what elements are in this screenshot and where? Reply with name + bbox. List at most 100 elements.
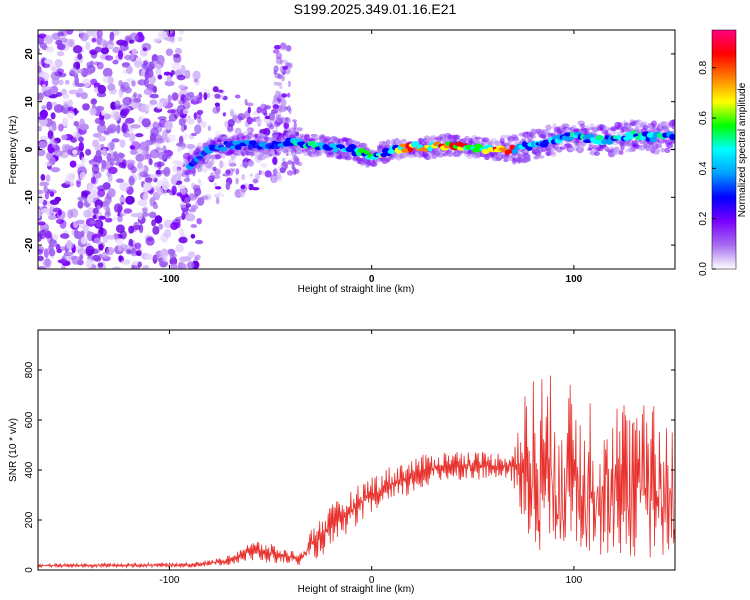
spectrogram-noise-blob [279,167,286,174]
spectrogram-noise-blob [48,248,56,257]
snr-y-tick-label: 400 [24,461,35,478]
spectrogram-noise-blob [273,81,278,86]
colorbar-label: Normalized spectral amplitude [737,82,748,217]
spectrogram-noise-blob [185,213,196,222]
snr-x-label: Height of straight line (km) [298,584,415,595]
spectrogram-y-axis: 20 10 0 -10 -20 [24,48,675,252]
spectrogram-noise-blob [157,30,168,40]
spectrogram-noise-blob [178,84,186,90]
spectrogram-noise-blob [230,154,237,160]
spectrogram-noise-blob [149,149,160,159]
spectrogram-y-tick-label: -10 [24,190,35,205]
spectrogram-band-halo [630,147,636,152]
spectrogram-noise-blob [92,132,102,138]
spectrogram-noise-blob [115,238,123,247]
spectrogram-band-halo [385,139,391,147]
spectrogram-noise-blob [47,189,57,195]
spectrogram-noise-blob [39,229,47,240]
spectrogram-noise-blob [67,209,73,219]
spectrogram-band-halo [464,135,470,140]
spectrogram-band-halo [247,132,253,139]
spectrogram-noise-blob [247,106,251,114]
spectrogram-noise-blob [170,176,177,185]
spectrogram-noise-blob [123,132,131,138]
colorbar-ticks: 0.0 0.2 0.4 0.6 0.8 [698,60,716,276]
spectrogram-y-tick-label: 10 [24,96,35,108]
snr-y-axis: 0 200 400 600 800 [24,361,675,573]
spectrogram-noise-blob [106,246,115,256]
spectrogram-noise-blob [227,158,236,168]
spectrogram-noise-blob [288,152,293,156]
spectrogram-noise-blob [61,257,67,264]
spectrogram-noise-blob [142,47,148,52]
spectrogram-ridge-mark [669,134,675,140]
spectrogram-band-halo [436,152,445,158]
spectrogram-noise-blob [249,173,254,177]
spectrogram-ridge-mark [407,146,414,152]
spectrogram-noise-blob [89,107,97,116]
spectrogram-noise-blob [38,60,42,67]
spectrogram-noise-blob [282,65,289,70]
spectrogram-noise-blob [214,93,221,99]
spectrogram-noise-blob [77,53,83,60]
spectrogram-noise-blob [178,236,188,244]
spectrogram-noise-blob [181,211,186,220]
spectrogram-noise-blob [120,81,130,92]
spectrogram-noise-blob [293,154,298,164]
spectrogram-noise-blob [78,68,84,74]
spectrogram-noise-blob [132,225,141,231]
spectrogram-noise-blob [160,169,170,174]
spectrogram-noise-blob [143,88,153,96]
spectrogram-noise-blob [45,46,55,53]
spectrogram-noise-blob [222,112,227,117]
spectrogram-noise-blob [48,214,57,220]
spectrogram-noise-blob [38,255,44,262]
spectrogram-noise-blob [230,108,234,117]
spectrogram-band-halo [195,145,203,153]
spectrogram-noise-blob [125,117,135,124]
spectrogram-noise-blob [182,108,189,115]
spectrogram-noise-blob [232,168,235,172]
snr-frame [37,329,676,571]
spectrogram-noise-blob [280,98,287,107]
spectrogram-noise-blob [92,254,101,261]
spectrogram-band-halo [369,161,378,168]
snr-y-tick-label: 0 [24,567,35,573]
spectrogram-noise-blob [54,59,63,68]
spectrogram-noise-blob [133,97,141,103]
spectrogram-noise-blob [123,46,130,51]
spectrogram-noise-blob [137,199,148,207]
spectrogram-noise-blob [182,101,191,110]
spectrogram-noise-blob [234,118,240,124]
spectrogram-noise-blob [131,80,136,87]
spectrogram-noise-blob [241,174,246,181]
spectrogram-noise-blob [115,178,124,183]
spectrogram-noise-blob [234,94,241,99]
spectrogram-noise-blob [207,175,216,181]
spectrogram-noise-blob [87,194,94,204]
spectrogram-noise-blob [128,175,135,186]
spectrogram-noise-blob [44,191,50,200]
spectrogram-noise-blob [44,86,54,96]
spectrogram-noise-blob [190,224,197,228]
spectrogram-noise-blob [78,136,84,143]
spectrogram-ridge-mark [399,143,408,148]
spectrogram-noise-blob [157,161,162,170]
spectrogram-noise-blob [112,59,119,65]
spectrogram-noise-blob [67,99,74,108]
spectrogram-noise-blob [131,141,141,151]
spectrogram-noise-blob [77,200,84,209]
spectrogram-noise-blob [158,56,165,66]
spectrogram-noise-blob [209,172,215,181]
spectrogram-noise-blob [38,221,46,226]
spectrogram-noise-blob [184,96,188,102]
spectrogram-noise-blob [133,92,138,98]
spectrogram-noise-blob [69,160,77,168]
spectrogram-noise-blob [207,92,211,99]
spectrogram-noise-blob [41,105,47,110]
spectrogram-noise-blob [108,166,118,175]
spectrogram-noise-blob [168,113,178,122]
spectrogram-noise-blob [150,127,159,137]
spectrogram-noise-blob [105,217,113,223]
spectrogram-band-halo [324,136,331,142]
